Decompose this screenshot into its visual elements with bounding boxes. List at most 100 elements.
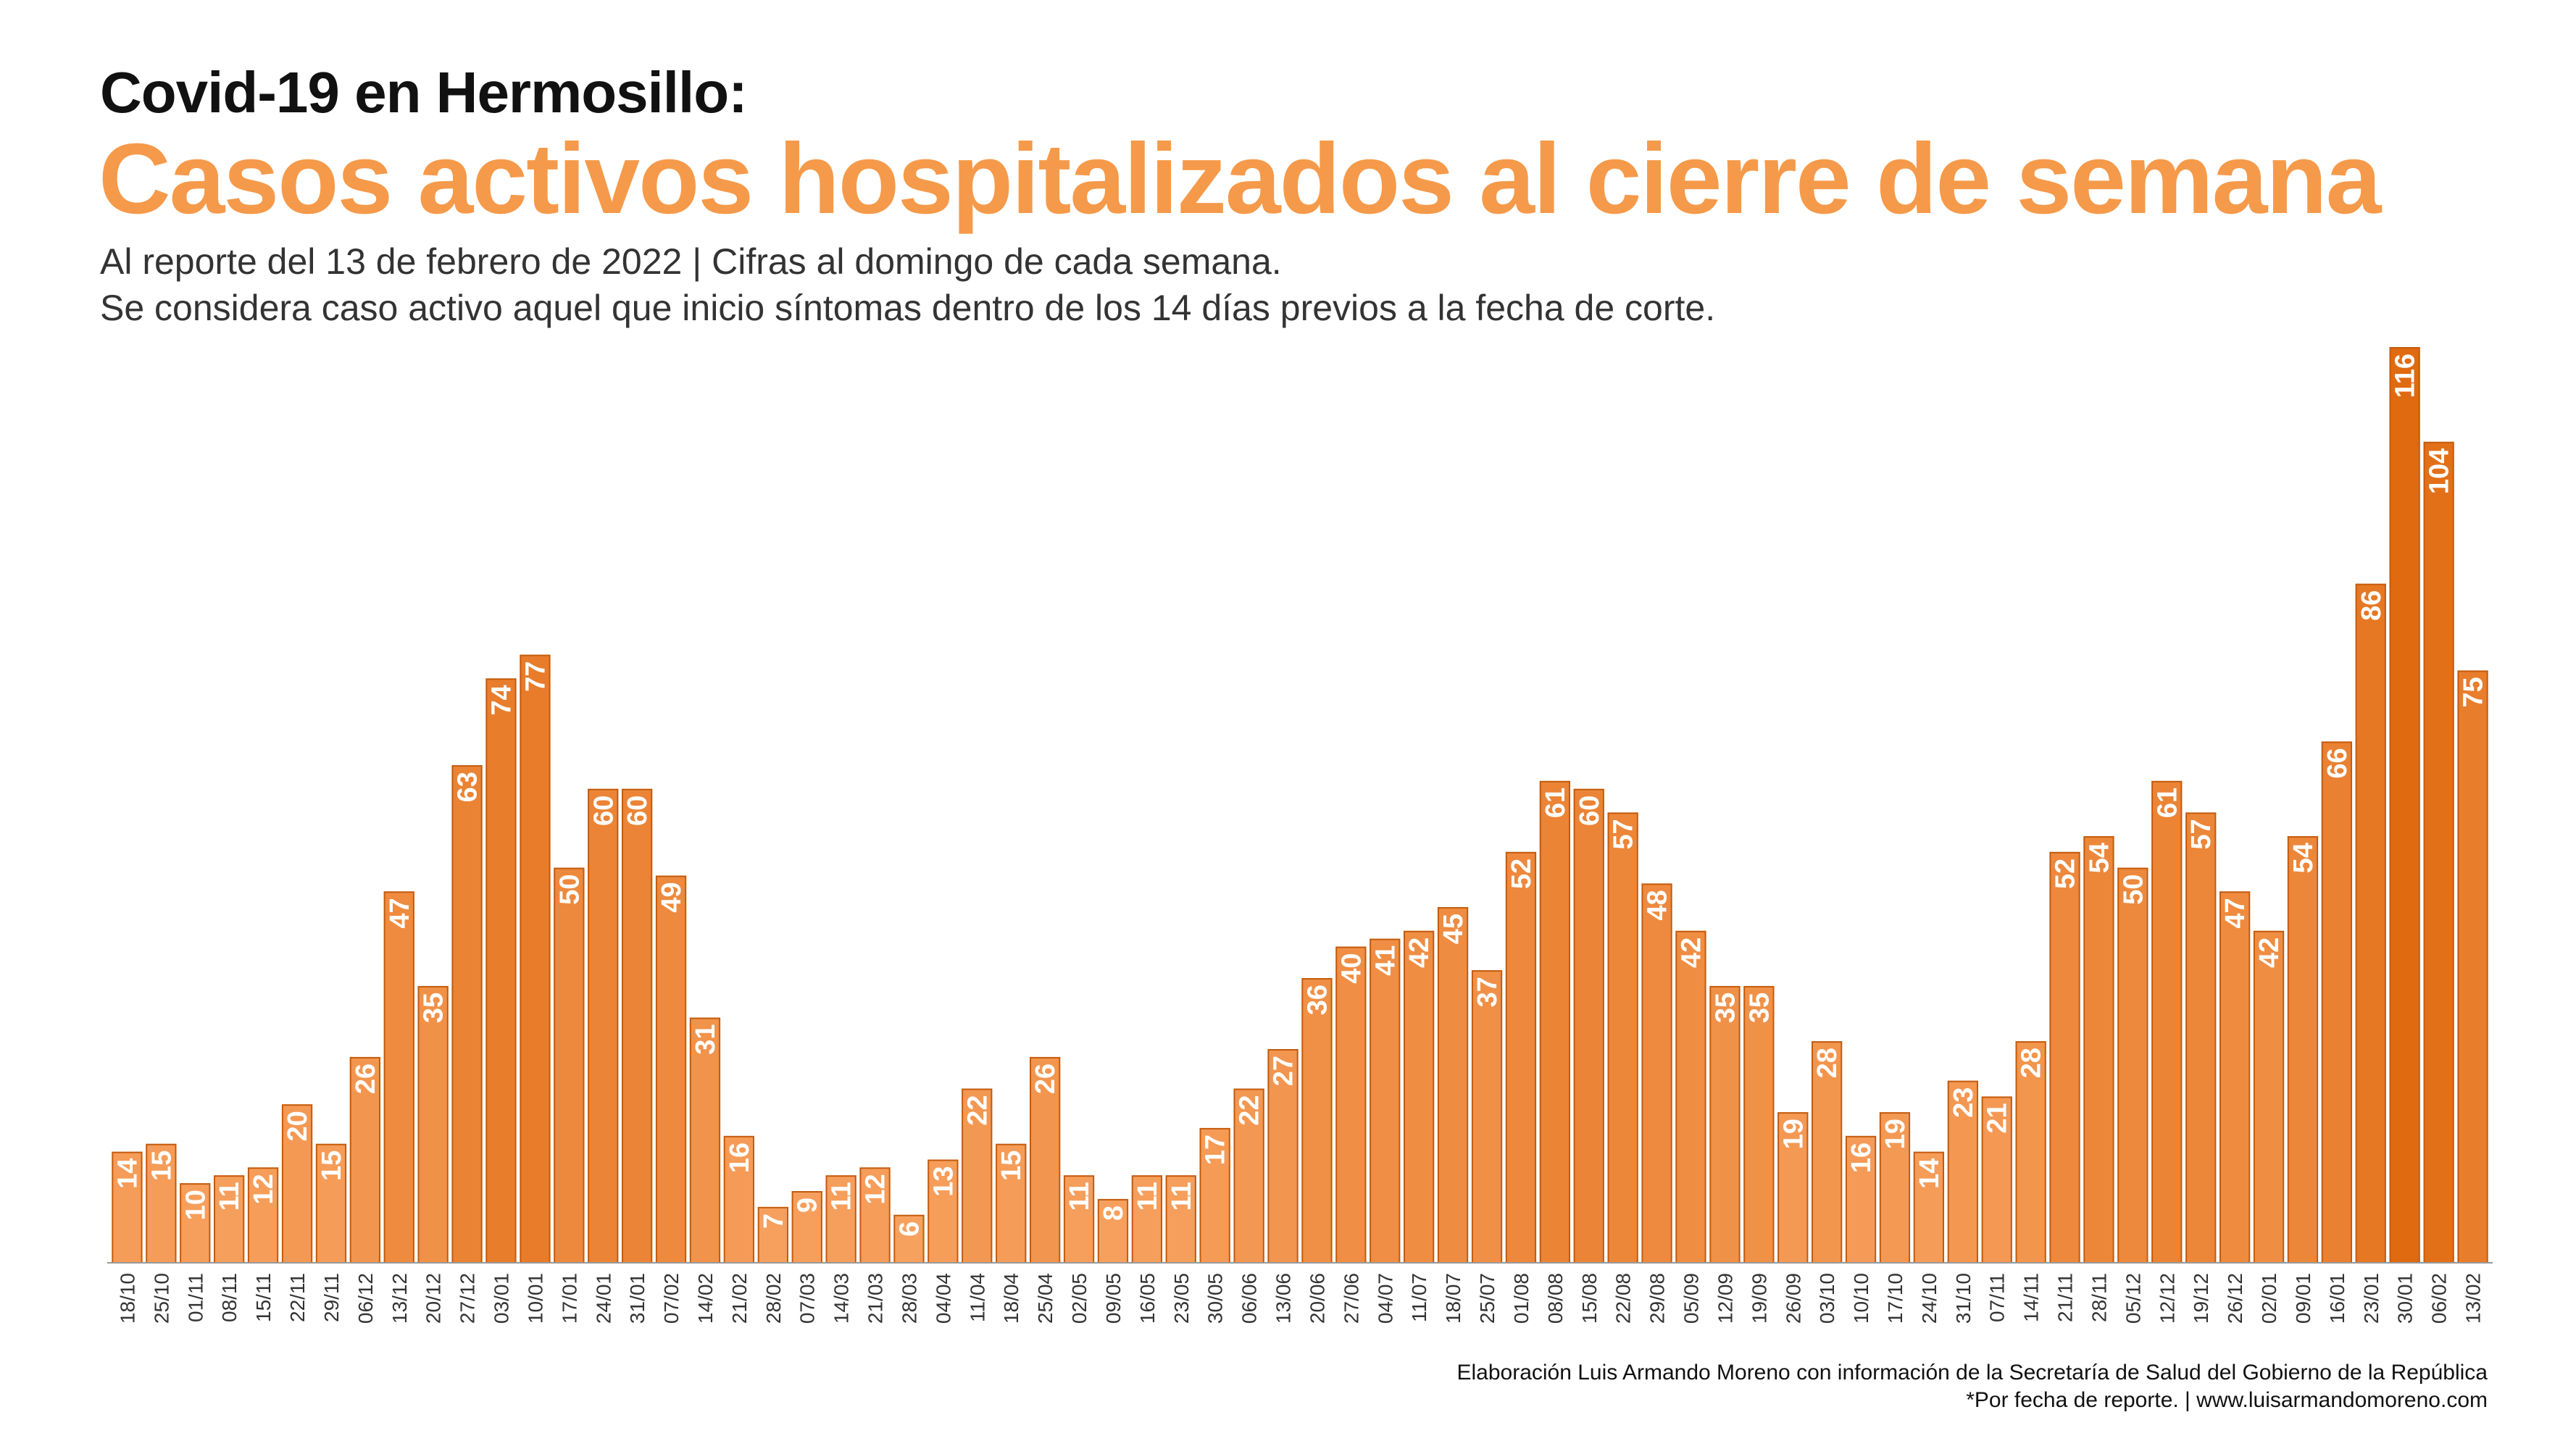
- bar-18/07: [1437, 907, 1469, 1264]
- bar-13/06: [1267, 1049, 1299, 1264]
- bar-06/06: [1233, 1088, 1264, 1264]
- x-tick-label: 31/01: [626, 1273, 649, 1324]
- bar-value-label: 12: [249, 1174, 279, 1204]
- bar-value-label: 15: [146, 1151, 177, 1181]
- bar-25/04: [1030, 1056, 1061, 1264]
- bar-26/12: [2219, 891, 2251, 1264]
- bar-value-label: 57: [2186, 819, 2217, 849]
- x-tick-label: 19/09: [1748, 1273, 1770, 1324]
- bar-13/12: [383, 891, 414, 1264]
- bar-value-label: 28: [1812, 1048, 1843, 1078]
- bar-02/01: [2253, 930, 2285, 1264]
- bar-value-label: 61: [1541, 788, 1571, 818]
- x-tick-label: 09/05: [1102, 1273, 1125, 1324]
- x-tick-label: 26/09: [1782, 1273, 1804, 1324]
- x-tick-label: 06/06: [1238, 1273, 1261, 1324]
- bar-value-label: 60: [622, 796, 653, 826]
- x-tick-label: 31/10: [1952, 1273, 1975, 1324]
- bar-20/06: [1301, 978, 1333, 1264]
- bar-21/11: [2049, 851, 2080, 1264]
- bar-value-label: 37: [1472, 977, 1503, 1007]
- x-tick-label: 30/05: [1204, 1273, 1227, 1324]
- bar-29/08: [1641, 883, 1672, 1264]
- x-tick-label: 15/08: [1578, 1273, 1601, 1324]
- bar-value-label: 77: [520, 661, 551, 692]
- x-tick-label: 02/01: [2258, 1273, 2280, 1324]
- bar-12/09: [1709, 985, 1741, 1264]
- bar-value-label: 11: [214, 1182, 245, 1211]
- x-tick-label: 25/07: [1476, 1273, 1499, 1324]
- bar-08/08: [1539, 780, 1570, 1264]
- chart-title: Covid-19 en Hermosillo:: [100, 60, 748, 125]
- x-tick-label: 03/01: [491, 1273, 513, 1324]
- bar-value-label: 14: [1914, 1158, 1945, 1189]
- x-tick-label: 18/04: [1000, 1273, 1022, 1324]
- x-tick-label: 14/03: [830, 1273, 853, 1324]
- bar-value-label: 7: [759, 1214, 789, 1229]
- bar-24/01: [588, 788, 619, 1264]
- x-tick-label: 12/12: [2156, 1273, 2178, 1324]
- bar-13/02: [2457, 670, 2488, 1264]
- x-tick-label: 30/01: [2394, 1273, 2417, 1324]
- bar-26/09: [1777, 1112, 1809, 1264]
- x-tick-label: 14/02: [694, 1273, 717, 1324]
- bar-value-label: 42: [2254, 938, 2285, 968]
- x-tick-label: 13/06: [1272, 1273, 1295, 1324]
- bar-value-label: 16: [725, 1143, 755, 1173]
- bar-value-label: 60: [1575, 796, 1605, 826]
- bar-16/05: [1131, 1175, 1162, 1264]
- bar-25/07: [1471, 970, 1503, 1264]
- bar-value-label: 20: [283, 1111, 313, 1141]
- bar-value-label: 27: [1269, 1056, 1299, 1086]
- x-tick-label: 13/12: [388, 1273, 411, 1324]
- bar-value-label: 23: [1948, 1087, 1979, 1118]
- x-tick-label: 15/11: [252, 1273, 275, 1322]
- bar-17/01: [554, 867, 585, 1264]
- x-tick-label: 22/11: [286, 1273, 309, 1322]
- x-tick-label: 24/10: [1918, 1273, 1941, 1324]
- bar-value-label: 116: [2390, 354, 2421, 398]
- bar-value-label: 21: [1983, 1103, 2013, 1133]
- bar-12/12: [2151, 780, 2183, 1264]
- bar-value-label: 48: [1643, 890, 1673, 920]
- bar-value-label: 57: [1609, 819, 1639, 849]
- bar-value-label: 54: [2085, 843, 2115, 873]
- x-tick-label: 18/10: [117, 1273, 139, 1324]
- x-tick-label: 07/03: [796, 1273, 819, 1324]
- bar-value-label: 75: [2459, 677, 2489, 707]
- bar-22/08: [1607, 812, 1638, 1264]
- bar-value-label: 66: [2322, 748, 2353, 778]
- chart-headline: Casos activos hospitalizados al cierre d…: [99, 123, 2381, 235]
- bar-value-label: 11: [827, 1182, 857, 1211]
- bar-value-label: 10: [180, 1190, 211, 1220]
- x-tick-label: 07/02: [660, 1273, 683, 1324]
- bar-value-label: 60: [588, 796, 619, 826]
- bar-29/11: [315, 1143, 347, 1264]
- x-tick-label: 28/03: [899, 1273, 921, 1324]
- bar-25/10: [146, 1143, 177, 1264]
- bar-09/01: [2287, 836, 2319, 1264]
- x-tick-label: 23/05: [1170, 1273, 1193, 1324]
- x-tick-label: 17/01: [558, 1273, 580, 1324]
- bar-10/01: [520, 654, 551, 1264]
- bar-31/01: [622, 788, 653, 1264]
- x-tick-label: 16/05: [1136, 1273, 1159, 1324]
- x-tick-label: 13/02: [2462, 1273, 2485, 1324]
- bar-value-label: 49: [656, 882, 687, 913]
- x-tick-label: 21/02: [728, 1273, 751, 1324]
- bar-value-label: 54: [2288, 843, 2319, 873]
- subtitle-line-1: Al reporte del 13 de febrero de 2022 | C…: [100, 241, 1282, 282]
- subtitle-line-2: Se considera caso activo aquel que inici…: [100, 288, 1716, 328]
- x-tick-labels-group: 18/10 25/10 01/11 08/11 15/11 22/11 29/11 06/12…: [117, 1273, 2485, 1324]
- bar-05/09: [1675, 930, 1706, 1264]
- x-tick-label: 27/06: [1340, 1273, 1362, 1324]
- x-tick-label: 01/11: [184, 1273, 207, 1322]
- x-tick-label: 28/02: [762, 1273, 785, 1324]
- bar-value-label: 45: [1438, 914, 1469, 944]
- bar-value-label: 35: [1710, 993, 1741, 1023]
- bar-30/01: [2389, 347, 2420, 1264]
- x-tick-label: 06/02: [2428, 1273, 2451, 1324]
- bar-04/07: [1370, 938, 1401, 1264]
